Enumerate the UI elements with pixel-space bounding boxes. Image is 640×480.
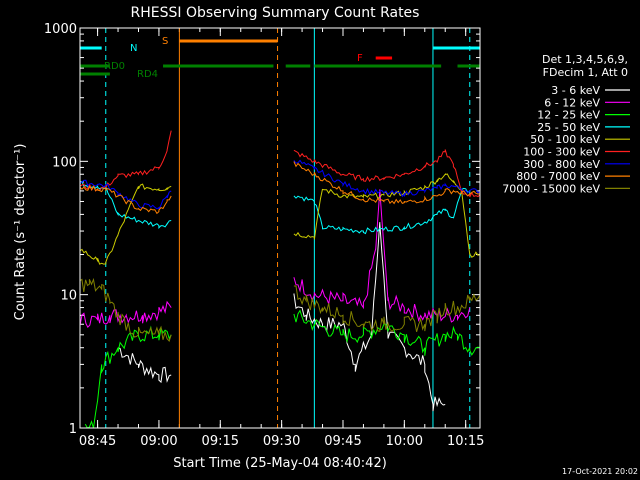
- legend-label: 100 - 300 keV: [523, 146, 600, 159]
- legend-label: 6 - 12 keV: [544, 96, 600, 109]
- series-line-8: [79, 185, 172, 215]
- legend-label: 12 - 25 keV: [537, 109, 600, 122]
- series-line-9: [79, 277, 172, 342]
- legend-header: FDecim 1, Att 0: [543, 66, 628, 79]
- y-tick-label: 1: [69, 422, 77, 437]
- x-tick-label: 08:45: [79, 434, 116, 449]
- series-line-8: [293, 161, 481, 205]
- x-tick-label: 09:00: [140, 434, 177, 449]
- legend-label: 800 - 7000 keV: [516, 170, 600, 183]
- vertical-markers: [105, 28, 471, 428]
- x-axis-label: Start Time (25-May-04 08:40:42): [173, 456, 387, 471]
- y-tick-label: 10: [60, 289, 77, 304]
- x-tick-label: 09:15: [202, 434, 239, 449]
- plot-frame: [79, 27, 481, 429]
- series-group: [79, 130, 481, 429]
- y-tick-label: 100: [52, 155, 77, 170]
- x-tick-label: 09:30: [263, 434, 300, 449]
- state-bar-label: RD4: [137, 69, 158, 80]
- series-line-3: [293, 309, 481, 356]
- legend-label: 50 - 100 keV: [530, 133, 600, 146]
- series-line-2: [79, 300, 172, 329]
- series-line-6: [79, 130, 172, 192]
- series-line-7: [79, 179, 172, 210]
- state-bar-label: RD0: [104, 61, 125, 72]
- legend-label: 25 - 50 keV: [537, 121, 600, 134]
- timestamp: 17-Oct-2021 20:02: [562, 467, 638, 476]
- state-bar-label: S: [162, 36, 168, 47]
- legend-label: 300 - 800 keV: [523, 158, 600, 171]
- x-tick-label: 10:15: [447, 434, 484, 449]
- y-axis-label: Count Rate (s⁻¹ detector⁻¹): [13, 144, 28, 321]
- series-line-5: [79, 183, 172, 265]
- series-line-1: [117, 347, 172, 384]
- series-line-6: [293, 149, 481, 198]
- series-line-4: [293, 187, 471, 235]
- x-tick-label: 09:45: [324, 434, 361, 449]
- axes-group: 08:45 09:00 09:15 09:30 09:45 10:00 10:15 1 10 10…: [44, 22, 485, 449]
- x-tick-label: 10:00: [386, 434, 423, 449]
- series-line-1: [293, 222, 446, 412]
- series-line-7: [293, 159, 481, 198]
- legend: Det 1,3,4,5,6,9,FDecim 1, Att 0 3 - 6 keV…: [502, 53, 630, 195]
- state-bar-label: F: [357, 53, 363, 64]
- series-line-3: [84, 325, 172, 429]
- legend-label: 7000 - 15000 keV: [502, 182, 600, 195]
- series-line-9: [293, 285, 481, 333]
- state-bar-label: N: [130, 43, 137, 54]
- chart-title: RHESSI Observing Summary Count Rates: [131, 5, 420, 21]
- legend-label: 3 - 6 keV: [551, 84, 600, 97]
- series-line-5: [293, 172, 481, 258]
- legend-header: Det 1,3,4,5,6,9,: [542, 53, 628, 66]
- y-tick-label: 1000: [44, 22, 77, 37]
- series-line-4: [79, 180, 172, 230]
- state-bars: N S F RD0 RD4: [80, 36, 480, 80]
